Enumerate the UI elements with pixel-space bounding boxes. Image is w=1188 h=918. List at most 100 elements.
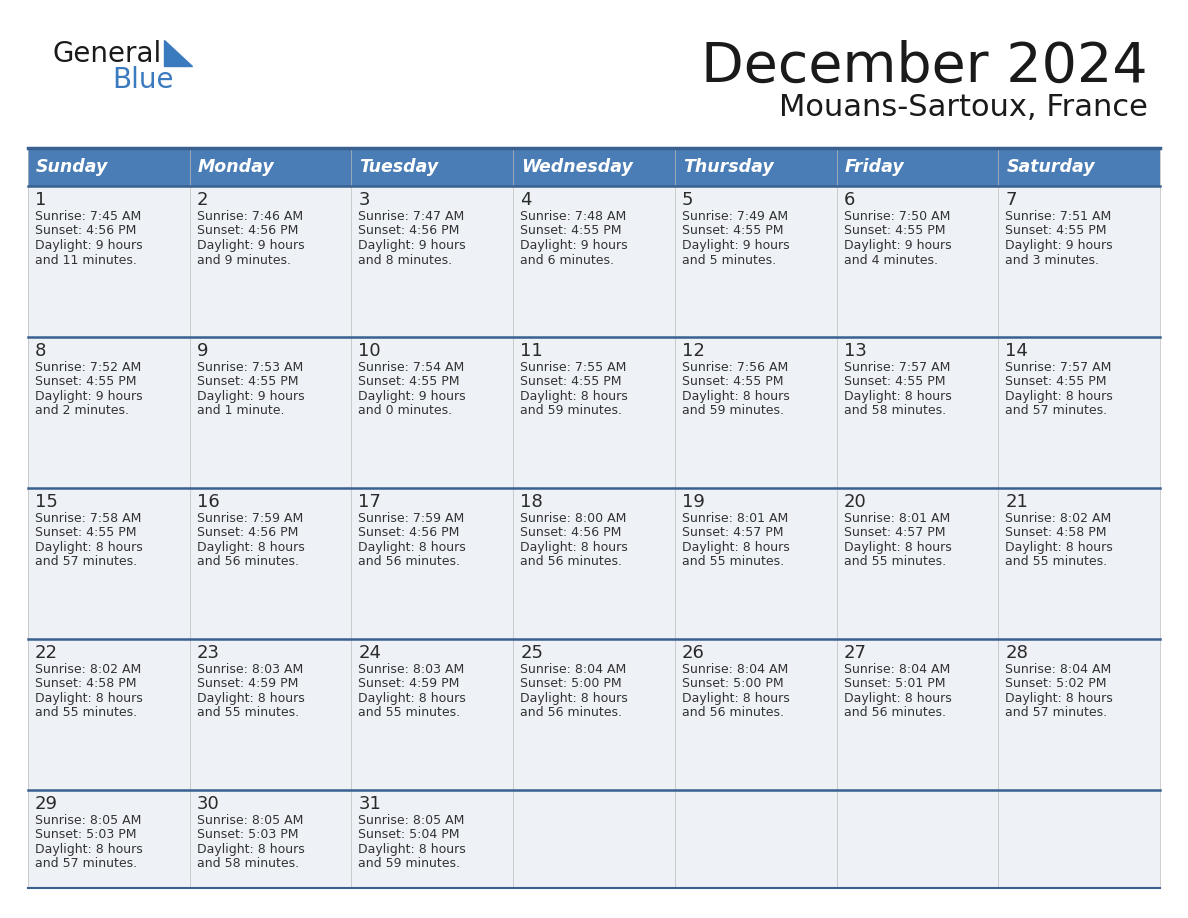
Text: Sunset: 4:55 PM: Sunset: 4:55 PM [1005, 225, 1107, 238]
Text: 23: 23 [197, 644, 220, 662]
Bar [190, 639, 352, 789]
Text: 11: 11 [520, 342, 543, 360]
Text: Daylight: 9 hours: Daylight: 9 hours [34, 239, 143, 252]
Text: and 5 minutes.: and 5 minutes. [682, 253, 776, 266]
Bar [29, 148, 1159, 186]
Text: Friday: Friday [845, 158, 904, 176]
Text: 22: 22 [34, 644, 58, 662]
Text: Sunset: 4:55 PM: Sunset: 4:55 PM [682, 375, 783, 388]
Text: and 11 minutes.: and 11 minutes. [34, 253, 137, 266]
Bar [998, 337, 1159, 488]
Text: and 56 minutes.: and 56 minutes. [520, 707, 623, 720]
Bar [998, 186, 1159, 337]
Text: 16: 16 [197, 493, 220, 511]
Text: and 0 minutes.: and 0 minutes. [359, 405, 453, 418]
Text: Daylight: 9 hours: Daylight: 9 hours [843, 239, 952, 252]
Text: Sunset: 4:55 PM: Sunset: 4:55 PM [520, 375, 621, 388]
Text: Daylight: 8 hours: Daylight: 8 hours [1005, 541, 1113, 554]
Text: Sunset: 4:55 PM: Sunset: 4:55 PM [34, 375, 137, 388]
Bar [513, 186, 675, 337]
Bar [29, 186, 190, 337]
Text: Sunrise: 8:04 AM: Sunrise: 8:04 AM [520, 663, 626, 676]
Text: Sunrise: 8:03 AM: Sunrise: 8:03 AM [197, 663, 303, 676]
Bar [513, 639, 675, 789]
Text: 5: 5 [682, 191, 694, 209]
Bar [352, 337, 513, 488]
Text: Sunset: 4:56 PM: Sunset: 4:56 PM [359, 225, 460, 238]
Text: Daylight: 8 hours: Daylight: 8 hours [682, 692, 790, 705]
Text: and 55 minutes.: and 55 minutes. [197, 707, 299, 720]
Text: and 58 minutes.: and 58 minutes. [197, 857, 299, 870]
Text: Daylight: 9 hours: Daylight: 9 hours [520, 239, 627, 252]
Text: Sunrise: 8:04 AM: Sunrise: 8:04 AM [1005, 663, 1112, 676]
Text: and 56 minutes.: and 56 minutes. [359, 555, 461, 568]
Text: Daylight: 8 hours: Daylight: 8 hours [843, 692, 952, 705]
Text: Sunset: 4:55 PM: Sunset: 4:55 PM [359, 375, 460, 388]
Text: General: General [52, 40, 162, 68]
Text: Sunrise: 7:45 AM: Sunrise: 7:45 AM [34, 210, 141, 223]
Text: 28: 28 [1005, 644, 1028, 662]
Text: Daylight: 8 hours: Daylight: 8 hours [359, 692, 466, 705]
Text: Sunrise: 7:57 AM: Sunrise: 7:57 AM [1005, 361, 1112, 374]
Text: Daylight: 8 hours: Daylight: 8 hours [682, 390, 790, 403]
Text: Sunrise: 7:57 AM: Sunrise: 7:57 AM [843, 361, 950, 374]
Text: Sunrise: 8:04 AM: Sunrise: 8:04 AM [682, 663, 788, 676]
Text: 12: 12 [682, 342, 704, 360]
Bar [190, 186, 352, 337]
Text: and 57 minutes.: and 57 minutes. [34, 555, 137, 568]
Text: and 56 minutes.: and 56 minutes. [520, 555, 623, 568]
Text: Daylight: 9 hours: Daylight: 9 hours [359, 390, 466, 403]
Text: Sunrise: 7:49 AM: Sunrise: 7:49 AM [682, 210, 788, 223]
Bar [190, 488, 352, 639]
Text: Sunrise: 7:59 AM: Sunrise: 7:59 AM [197, 512, 303, 525]
Text: December 2024: December 2024 [701, 40, 1148, 94]
Bar [836, 488, 998, 639]
Bar [352, 186, 513, 337]
Text: Thursday: Thursday [683, 158, 773, 176]
Text: and 1 minute.: and 1 minute. [197, 405, 284, 418]
Text: Wednesday: Wednesday [522, 158, 633, 176]
Text: and 55 minutes.: and 55 minutes. [1005, 555, 1107, 568]
Text: Daylight: 9 hours: Daylight: 9 hours [359, 239, 466, 252]
Bar [998, 488, 1159, 639]
Text: Daylight: 8 hours: Daylight: 8 hours [520, 390, 628, 403]
Text: Daylight: 8 hours: Daylight: 8 hours [1005, 390, 1113, 403]
Text: Sunset: 4:55 PM: Sunset: 4:55 PM [843, 225, 946, 238]
Text: 15: 15 [34, 493, 58, 511]
Text: Sunset: 4:57 PM: Sunset: 4:57 PM [843, 526, 946, 540]
Text: and 8 minutes.: and 8 minutes. [359, 253, 453, 266]
Text: 4: 4 [520, 191, 532, 209]
Text: Sunset: 4:56 PM: Sunset: 4:56 PM [197, 526, 298, 540]
Bar [513, 488, 675, 639]
Text: Sunset: 4:56 PM: Sunset: 4:56 PM [520, 526, 621, 540]
Text: and 55 minutes.: and 55 minutes. [34, 707, 137, 720]
Text: and 57 minutes.: and 57 minutes. [1005, 707, 1107, 720]
Bar [513, 337, 675, 488]
Text: Sunset: 4:55 PM: Sunset: 4:55 PM [197, 375, 298, 388]
Text: Sunrise: 8:04 AM: Sunrise: 8:04 AM [843, 663, 950, 676]
Text: Sunday: Sunday [36, 158, 108, 176]
Text: 21: 21 [1005, 493, 1028, 511]
Text: and 59 minutes.: and 59 minutes. [359, 857, 461, 870]
Text: Sunrise: 8:01 AM: Sunrise: 8:01 AM [682, 512, 788, 525]
Text: and 4 minutes.: and 4 minutes. [843, 253, 937, 266]
Text: Saturday: Saturday [1006, 158, 1095, 176]
Text: Daylight: 8 hours: Daylight: 8 hours [843, 390, 952, 403]
Bar [29, 337, 190, 488]
Text: Sunrise: 8:05 AM: Sunrise: 8:05 AM [359, 814, 465, 827]
Text: Daylight: 8 hours: Daylight: 8 hours [520, 541, 628, 554]
Bar [29, 789, 190, 888]
Text: 20: 20 [843, 493, 866, 511]
Text: 2: 2 [197, 191, 208, 209]
Text: Sunset: 4:59 PM: Sunset: 4:59 PM [197, 677, 298, 690]
Text: Sunset: 5:00 PM: Sunset: 5:00 PM [682, 677, 783, 690]
Text: 3: 3 [359, 191, 369, 209]
Text: Sunrise: 8:00 AM: Sunrise: 8:00 AM [520, 512, 626, 525]
Bar [998, 639, 1159, 789]
Text: 31: 31 [359, 795, 381, 812]
Text: Mouans-Sartoux, France: Mouans-Sartoux, France [779, 93, 1148, 122]
Text: Daylight: 8 hours: Daylight: 8 hours [197, 541, 304, 554]
Text: Sunset: 4:56 PM: Sunset: 4:56 PM [197, 225, 298, 238]
Text: Sunrise: 7:53 AM: Sunrise: 7:53 AM [197, 361, 303, 374]
Text: Daylight: 8 hours: Daylight: 8 hours [359, 541, 466, 554]
